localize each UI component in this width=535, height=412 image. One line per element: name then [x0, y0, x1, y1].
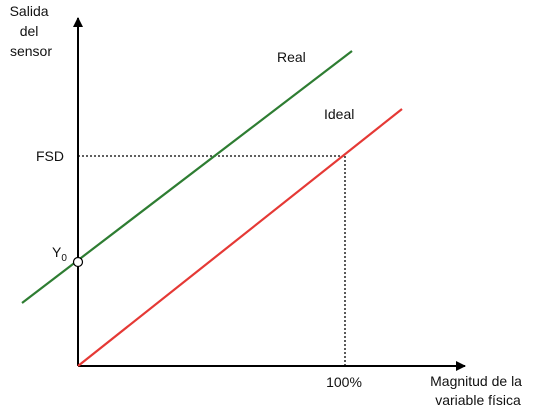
y-axis-label: Salida del sensor [10, 3, 53, 59]
ideal-line-label: Ideal [324, 106, 354, 122]
fsd-label: FSD [36, 148, 64, 164]
offset-point [72, 256, 84, 268]
y-axis-label-line-3: sensor [10, 43, 52, 59]
x-axis-label-line-2: variable física [435, 392, 521, 407]
offset-label-subscript: 0 [61, 253, 67, 264]
x-axis-label: Magnitud de la variable física [430, 373, 526, 407]
real-line-label: Real [277, 49, 306, 65]
offset-label: Y0 [52, 244, 67, 264]
real-response-line [21, 50, 353, 304]
full-scale-label: 100% [326, 374, 362, 390]
x-axis-label-line-1: Magnitud de la [430, 373, 522, 389]
y-axis-label-line-1: Salida [10, 3, 49, 19]
ideal-response-line [77, 108, 403, 367]
offset-label-main: Y [52, 244, 62, 260]
y-axis-label-line-2: del [20, 23, 39, 39]
